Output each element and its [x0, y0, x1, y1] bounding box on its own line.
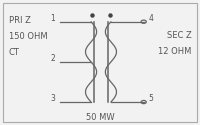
- Text: 4: 4: [149, 14, 154, 23]
- Text: CT: CT: [9, 48, 20, 57]
- Text: PRI Z: PRI Z: [9, 16, 31, 25]
- Text: 150 OHM: 150 OHM: [9, 32, 47, 41]
- Text: 5: 5: [149, 94, 154, 104]
- Text: 50 MW: 50 MW: [86, 113, 114, 122]
- Text: 12 OHM: 12 OHM: [158, 47, 191, 56]
- Text: SEC Z: SEC Z: [167, 31, 191, 40]
- Text: 3: 3: [50, 94, 55, 104]
- Text: 1: 1: [51, 14, 55, 23]
- Text: 2: 2: [51, 54, 55, 63]
